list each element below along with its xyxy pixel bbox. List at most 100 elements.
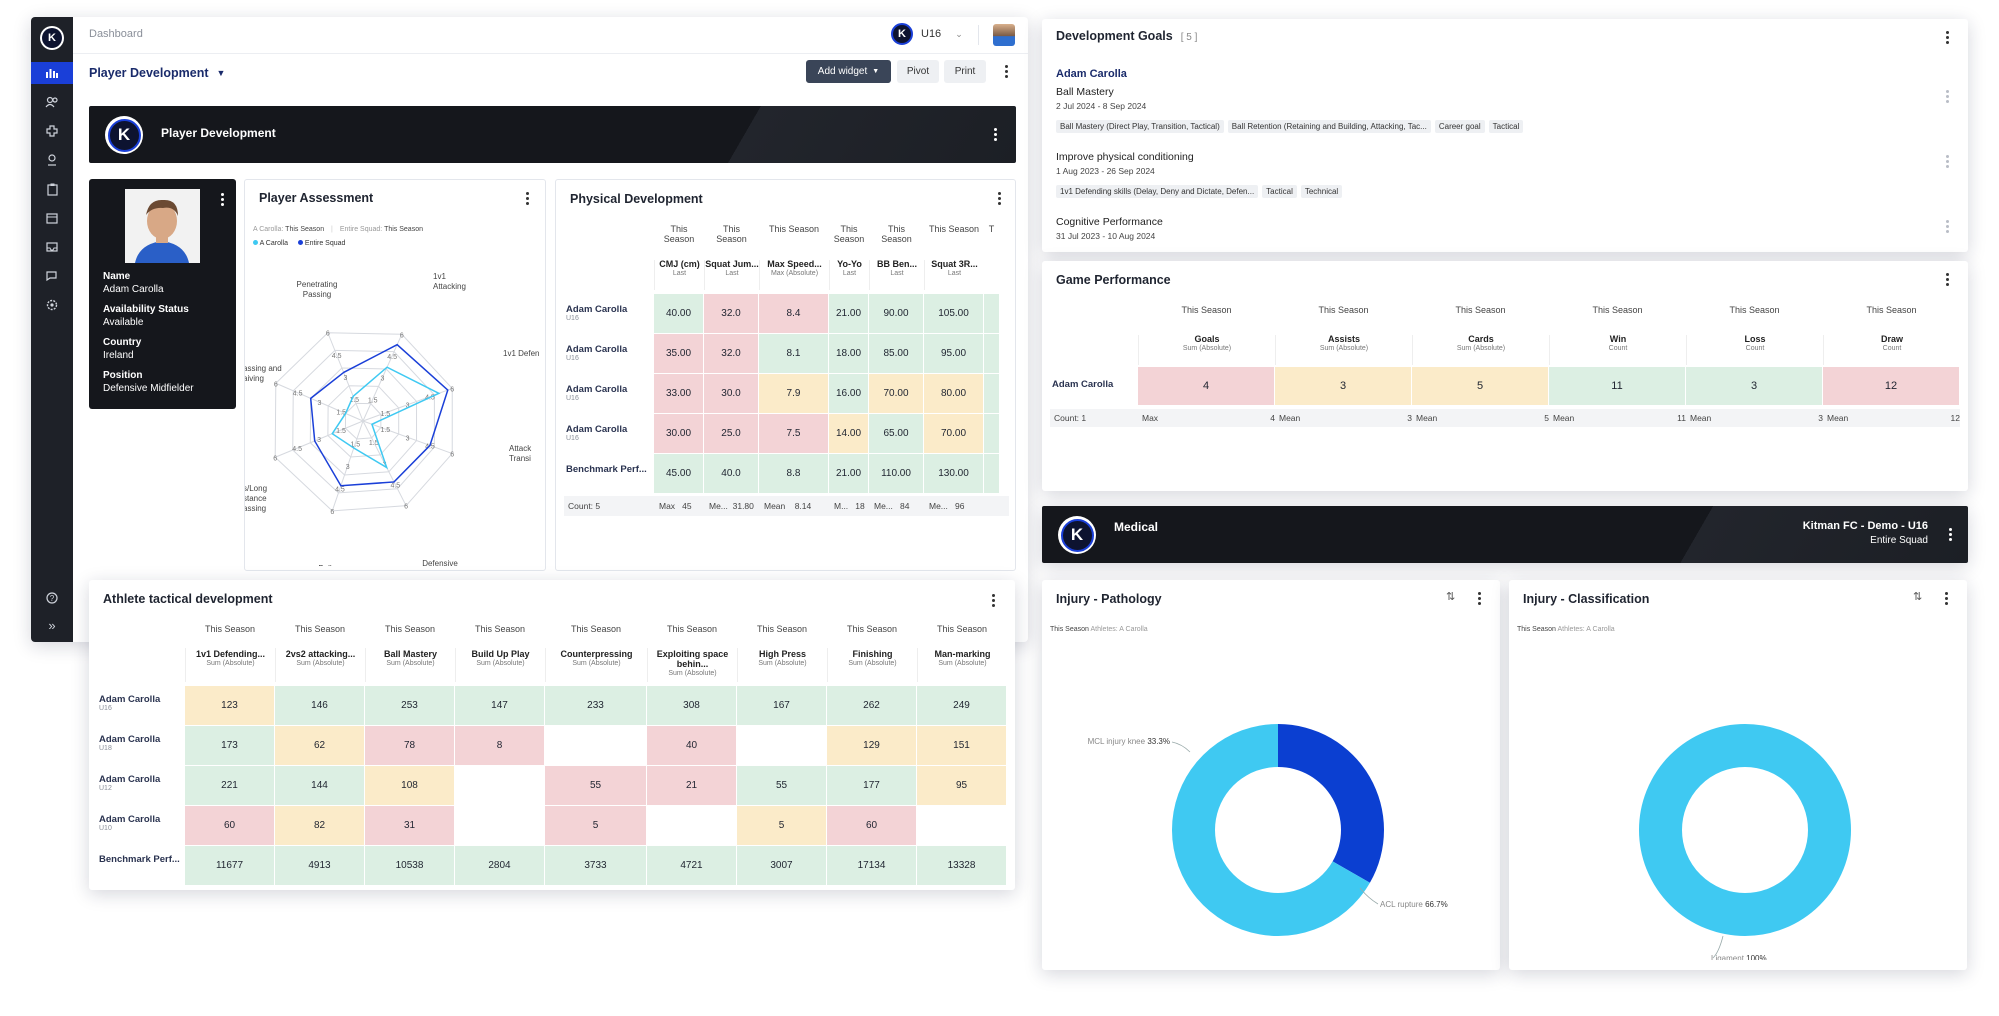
- goal-item[interactable]: Ball Mastery 2 Jul 2024 - 8 Sep 2024 Ball …: [1056, 86, 1956, 151]
- profile-menu-icon[interactable]: [215, 189, 229, 209]
- medical-club: Kitman FC - Demo - U16: [1802, 520, 1928, 532]
- radar-axis-label: aiving: [245, 374, 264, 383]
- physical-row-label[interactable]: Benchmark Perf...: [566, 464, 647, 475]
- game-season-label: This Season: [1181, 305, 1232, 315]
- donut-label: MCL injury knee 33.3%: [1088, 737, 1170, 746]
- classification-menu-icon[interactable]: [1939, 588, 1953, 608]
- game-menu-icon[interactable]: [1940, 269, 1954, 289]
- goal-item[interactable]: Improve physical conditioning 1 Aug 2023 …: [1056, 151, 1956, 216]
- donut-slice: [1278, 724, 1384, 883]
- dashboard-title[interactable]: Player Development ▼: [89, 66, 226, 80]
- breadcrumb[interactable]: Dashboard: [89, 28, 143, 40]
- squad-selector[interactable]: K U16 ⌄: [891, 23, 963, 45]
- tactical-cell: 262: [827, 686, 916, 725]
- tactical-column-header[interactable]: Counterpressing Sum (Absolute): [545, 648, 647, 682]
- physical-cell: 65.00: [869, 414, 923, 453]
- physical-row-label[interactable]: Adam Carolla U16: [566, 424, 628, 442]
- tactical-column-header[interactable]: 1v1 Defending... Sum (Absolute): [185, 648, 275, 682]
- banner-menu-icon[interactable]: [988, 124, 1002, 144]
- medical-squad: Entire Squad: [1870, 535, 1928, 546]
- classification-title: Injury - Classification: [1523, 592, 1650, 606]
- game-column-header[interactable]: Draw Count: [1823, 334, 1960, 365]
- tactical-row-label[interactable]: Adam Carolla U16: [99, 694, 161, 712]
- physical-cell-edge: [984, 294, 999, 333]
- physical-row-label[interactable]: Adam Carolla U16: [566, 344, 628, 362]
- medical-menu-icon[interactable]: [1943, 524, 1957, 544]
- tactical-row-label[interactable]: Adam Carolla U12: [99, 774, 161, 792]
- assessment-menu-icon[interactable]: [520, 188, 534, 208]
- help-icon[interactable]: ?: [31, 587, 73, 609]
- game-column-header[interactable]: Win Count: [1549, 334, 1686, 365]
- settings-icon[interactable]: [31, 294, 73, 316]
- goals-header: Development Goals[ 5 ]: [1056, 29, 1198, 43]
- pathology-menu-icon[interactable]: [1472, 588, 1486, 608]
- tactical-cell: 21: [647, 766, 736, 805]
- tactical-row-label[interactable]: Benchmark Perf...: [99, 854, 180, 865]
- tactical-column-header[interactable]: High Press Sum (Absolute): [737, 648, 827, 682]
- print-button[interactable]: Print: [944, 60, 986, 83]
- physical-column-header[interactable]: Yo-Yo Last: [829, 259, 869, 290]
- medical-icon[interactable]: [31, 120, 73, 142]
- user-avatar[interactable]: [993, 24, 1015, 46]
- tactical-column-header[interactable]: Finishing Sum (Absolute): [827, 648, 917, 682]
- physical-menu-icon[interactable]: [992, 188, 1006, 208]
- tactical-season-label: This Season: [204, 624, 256, 634]
- radar-spoke: [275, 420, 364, 458]
- analytics-icon[interactable]: [31, 62, 73, 84]
- tactical-column-header[interactable]: Man-marking Sum (Absolute): [917, 648, 1007, 682]
- goal-menu-icon[interactable]: [1940, 86, 1954, 106]
- physical-column-header[interactable]: Max Speed... Max (Absolute): [759, 259, 829, 290]
- game-column-header[interactable]: Loss Count: [1686, 334, 1823, 365]
- tactical-column-header[interactable]: Ball Mastery Sum (Absolute): [365, 648, 455, 682]
- game-cell: 11: [1549, 367, 1685, 405]
- sort-icon[interactable]: ⇅: [1446, 591, 1456, 603]
- inbox-icon[interactable]: [31, 236, 73, 258]
- tactical-column-header[interactable]: 2vs2 attacking... Sum (Absolute): [275, 648, 365, 682]
- game-row-label[interactable]: Adam Carolla: [1052, 379, 1114, 390]
- tactical-menu-icon[interactable]: [986, 590, 1000, 610]
- radar-tick-label: 1.5: [368, 397, 378, 404]
- radar-tick-label: 3: [406, 435, 410, 442]
- game-column-header[interactable]: Assists Sum (Absolute): [1275, 334, 1412, 365]
- physical-column-header[interactable]: Squat 3R... Last: [924, 259, 984, 290]
- pivot-button[interactable]: Pivot: [897, 60, 939, 83]
- tactical-cell: 3007: [737, 846, 826, 885]
- goals-list: Ball Mastery 2 Jul 2024 - 8 Sep 2024 Ball …: [1056, 86, 1956, 252]
- tactical-cell: [917, 806, 1006, 845]
- radar-tick-label: 1.5: [336, 428, 346, 435]
- physical-row-label[interactable]: Adam Carolla U16: [566, 384, 628, 402]
- tactical-season-label: This Season: [384, 624, 436, 634]
- goal-item[interactable]: Cognitive Performance 31 Jul 2023 - 10 Au…: [1056, 216, 1956, 252]
- sort-icon[interactable]: ⇅: [1913, 591, 1923, 603]
- physical-season-label: This Season: [833, 224, 865, 244]
- goal-menu-icon[interactable]: [1940, 216, 1954, 236]
- physical-development-card: Physical Development This Season This Sea…: [555, 179, 1016, 571]
- tactical-cell: 308: [647, 686, 736, 725]
- goal-menu-icon[interactable]: [1940, 151, 1954, 171]
- game-column-header[interactable]: Cards Sum (Absolute): [1412, 334, 1549, 365]
- tactical-row-label[interactable]: Adam Carolla U10: [99, 814, 161, 832]
- physical-row-label[interactable]: Adam Carolla U16: [566, 304, 628, 322]
- tactical-column-header[interactable]: Exploiting space behin... Sum (Absolute): [647, 648, 737, 682]
- radar-tick-label: 1.5: [380, 427, 390, 434]
- expand-sidebar-icon[interactable]: »: [48, 617, 56, 633]
- tactical-row-label[interactable]: Adam Carolla U18: [99, 734, 161, 752]
- physical-season-label: This Season: [928, 224, 980, 234]
- physical-column-header[interactable]: BB Ben... Last: [869, 259, 924, 290]
- physical-row-squad: U16: [566, 435, 579, 442]
- forms-icon[interactable]: [31, 178, 73, 200]
- messages-icon[interactable]: [31, 265, 73, 287]
- add-widget-button[interactable]: Add widget ▼: [806, 60, 891, 83]
- game-column-header[interactable]: Goals Sum (Absolute): [1138, 334, 1275, 365]
- name-label: Name: [103, 271, 131, 282]
- goals-menu-icon[interactable]: [1940, 27, 1954, 47]
- physical-column-header[interactable]: Squat Jum... Last: [704, 259, 759, 290]
- dashboard-menu-icon[interactable]: [999, 61, 1013, 81]
- chevron-down-icon: ▼: [216, 68, 226, 78]
- training-icon[interactable]: [31, 149, 73, 171]
- physical-column-header[interactable]: CMJ (cm) Last: [654, 259, 704, 290]
- club-logo[interactable]: K: [40, 26, 64, 50]
- calendar-icon[interactable]: [31, 207, 73, 229]
- tactical-column-header[interactable]: Build Up Play Sum (Absolute): [455, 648, 545, 682]
- athletes-icon[interactable]: [31, 91, 73, 113]
